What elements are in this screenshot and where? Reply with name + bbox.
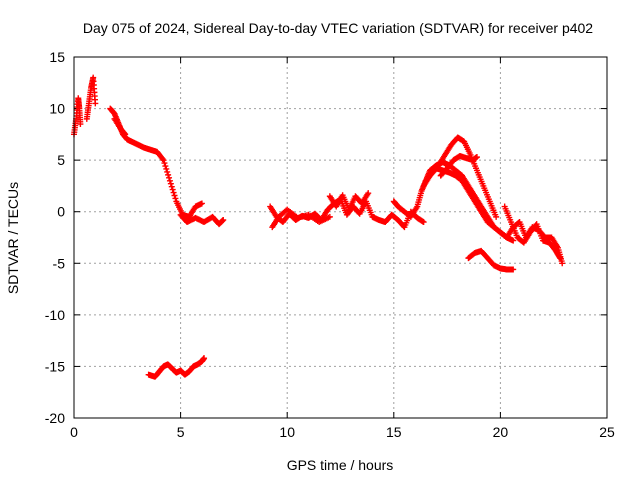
data-point-marker <box>166 174 173 181</box>
data-point-marker <box>510 266 517 273</box>
series-track <box>437 153 480 179</box>
y-tick-label: -5 <box>53 255 66 271</box>
data-point-marker <box>168 183 175 190</box>
data-point-marker <box>160 157 167 164</box>
x-tick-label: 25 <box>599 424 615 440</box>
axis-ticks: 0 5 10 15 20 25 -20 -15 -10 -5 0 5 10 15 <box>45 49 615 440</box>
x-tick-label: 15 <box>386 424 402 440</box>
x-tick-label: 0 <box>70 424 78 440</box>
data-point-marker <box>510 237 517 244</box>
data-point-marker <box>198 200 205 207</box>
series-track <box>71 95 84 138</box>
series-track <box>107 105 205 220</box>
data-point-marker <box>162 163 169 170</box>
data-point-marker <box>493 213 500 220</box>
data-point-marker <box>473 154 480 161</box>
x-tick-label: 20 <box>493 424 509 440</box>
series-track <box>111 115 129 138</box>
data-point-marker <box>167 180 174 187</box>
data-point-marker <box>171 192 178 199</box>
data-point-marker <box>220 216 227 223</box>
data-point-marker <box>326 213 333 220</box>
data-points <box>71 74 566 380</box>
data-point-marker <box>201 355 208 362</box>
data-point-marker <box>420 219 427 226</box>
series-track <box>497 219 566 267</box>
data-point-marker <box>122 131 129 138</box>
data-point-marker <box>170 189 177 196</box>
data-point-marker <box>92 100 99 107</box>
series-track <box>465 247 517 273</box>
series-track <box>422 134 500 220</box>
data-point-marker <box>165 171 172 178</box>
data-point-marker <box>159 155 166 162</box>
series-track <box>177 211 227 228</box>
y-axis-label: SDTVAR / TECUs <box>5 182 21 294</box>
x-tick-label: 5 <box>177 424 185 440</box>
series-track <box>145 355 208 380</box>
y-tick-label: -15 <box>45 358 65 374</box>
data-point-marker <box>161 160 168 167</box>
data-point-marker <box>557 255 564 262</box>
data-point-marker <box>172 195 179 202</box>
data-point-marker <box>77 121 84 128</box>
y-tick-label: 0 <box>57 204 65 220</box>
series-track <box>326 190 372 213</box>
data-point-marker <box>559 260 566 267</box>
y-tick-label: -20 <box>45 410 65 426</box>
series-track <box>83 74 99 122</box>
data-point-marker <box>164 168 171 175</box>
x-axis-label: GPS time / hours <box>287 457 394 473</box>
series-track <box>269 206 333 231</box>
plot-frame <box>73 56 608 419</box>
data-point-marker <box>166 177 173 184</box>
x-tick-label: 10 <box>279 424 295 440</box>
y-tick-label: 15 <box>49 49 65 65</box>
data-point-marker <box>169 186 176 193</box>
y-tick-label: 5 <box>57 152 65 168</box>
data-point-marker <box>163 165 170 172</box>
series-track <box>501 203 564 262</box>
y-tick-label: -10 <box>45 307 65 323</box>
data-point-marker <box>365 190 372 197</box>
chart-title: Day 075 of 2024, Sidereal Day-to-day VTE… <box>83 20 593 36</box>
grid <box>74 57 607 418</box>
y-tick-label: 10 <box>49 101 65 117</box>
